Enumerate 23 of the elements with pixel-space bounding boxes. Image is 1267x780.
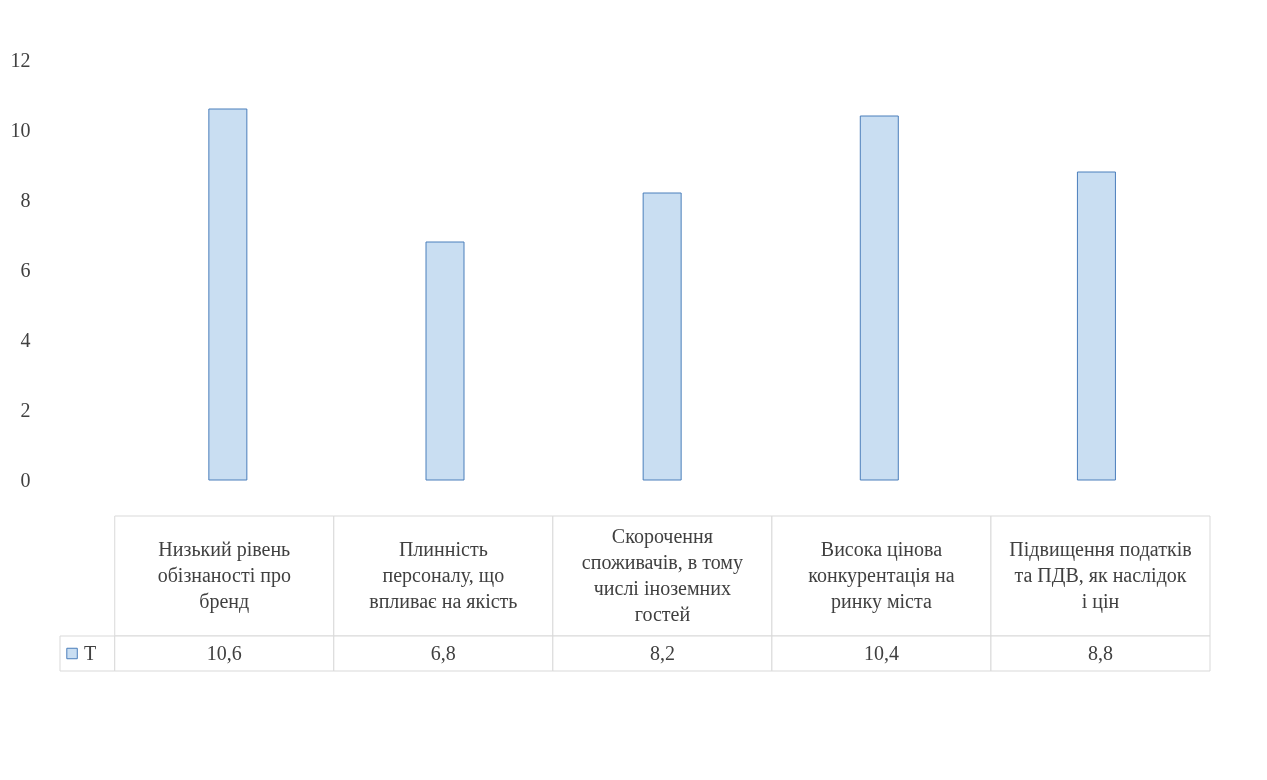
legend-label: T xyxy=(84,641,97,664)
x-tick-label: Низький рівень обізнаності про бренд xyxy=(157,538,291,613)
y-tick-label: 10 xyxy=(10,118,31,141)
data-label: 10,6 xyxy=(206,641,242,664)
bar xyxy=(1076,171,1116,481)
y-tick-label: 4 xyxy=(20,328,31,351)
bar xyxy=(859,115,899,481)
data-label: 8,8 xyxy=(1087,641,1113,664)
x-tick-label: Підвищення податків та ПДВ, як наслідок і цін xyxy=(1009,538,1192,613)
y-tick-label: 6 xyxy=(20,258,31,281)
data-label: 6,8 xyxy=(430,641,456,664)
x-tick-label: Висока цінова конкурентація на ринку міста xyxy=(808,538,955,613)
bar xyxy=(642,192,682,481)
y-tick-label: 8 xyxy=(20,188,31,211)
bar xyxy=(208,108,248,481)
bar xyxy=(425,241,465,481)
x-tick-label: Скорочення споживачів, в тому числі іноземних гостей xyxy=(581,525,743,625)
data-label: 10,4 xyxy=(863,641,899,664)
data-label: 8,2 xyxy=(649,641,675,664)
y-tick-label: 2 xyxy=(20,398,31,421)
y-tick-label: 0 xyxy=(20,468,31,491)
y-tick-label: 12 xyxy=(10,48,31,71)
x-tick-label: Плинність персоналу, що впливає на якість xyxy=(369,538,518,612)
